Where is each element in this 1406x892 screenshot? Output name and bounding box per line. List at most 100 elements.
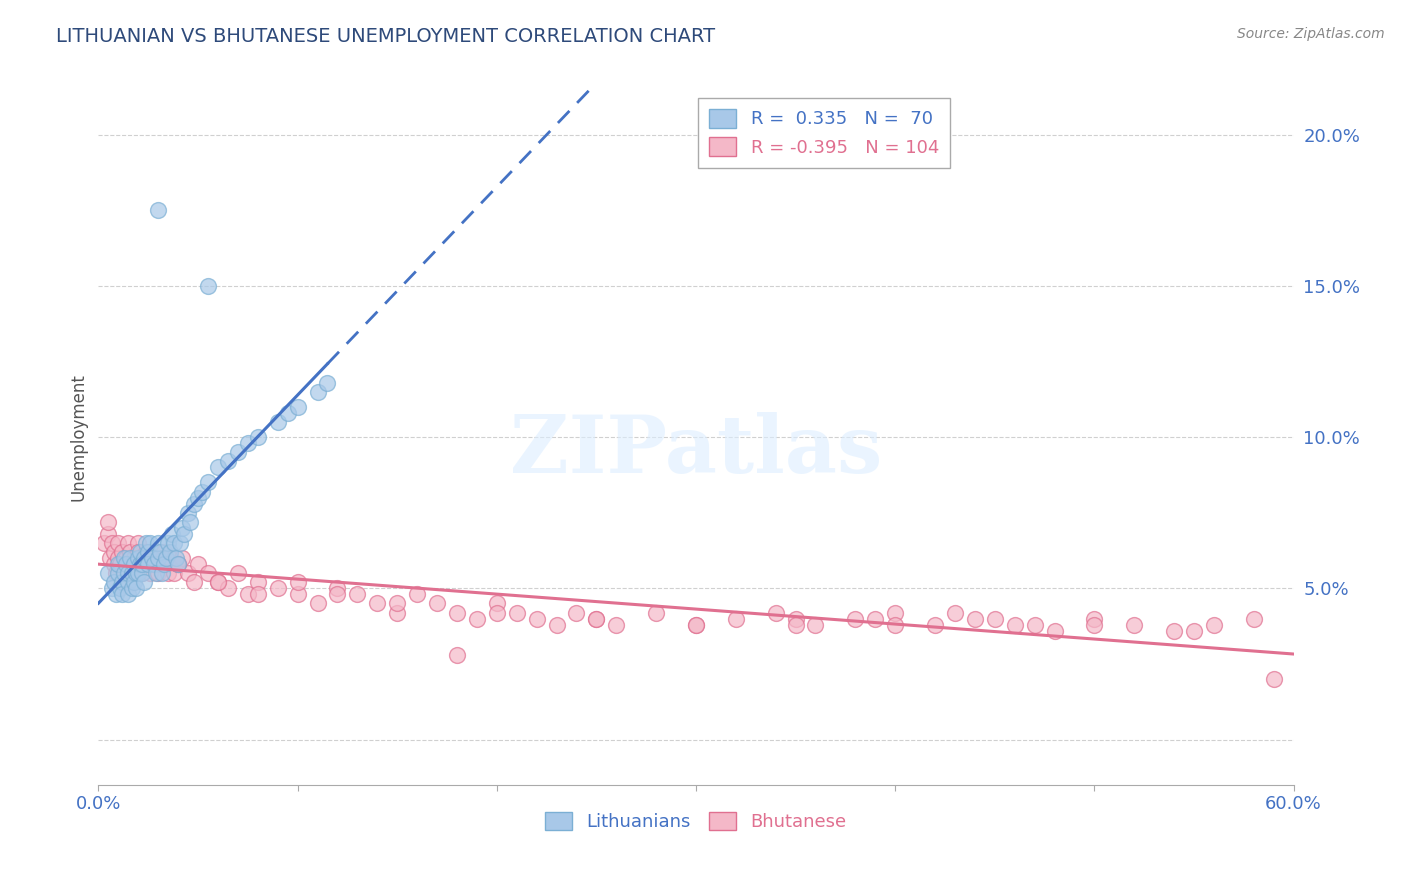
Point [149,545,172,559]
Point [485,606,508,620]
Point [135,536,157,550]
Point [141,551,163,566]
Point [97,566,120,581]
Y-axis label: Unemployment: Unemployment [69,373,87,501]
Point [765,606,787,620]
Point [963,611,986,625]
Point [139,536,162,550]
Point [207,575,229,590]
Point [143,557,166,571]
Point [127,536,149,550]
Point [148,203,170,218]
Point [111,575,134,590]
Point [172,521,194,535]
Point [148,566,170,581]
Point [121,582,143,596]
Point [124,557,146,571]
Point [110,557,132,571]
Point [526,611,548,625]
Point [148,551,170,566]
Point [125,582,148,596]
Point [110,582,132,596]
Point [177,566,200,581]
Point [287,587,309,601]
Point [160,527,183,541]
Point [93,536,115,550]
Point [124,551,146,566]
Point [173,527,195,541]
Point [155,551,177,566]
Point [159,551,181,566]
Point [167,557,190,571]
Point [115,557,138,571]
Point [187,557,209,571]
Point [1163,624,1185,638]
Point [149,557,172,571]
Point [112,566,135,581]
Legend: Lithuanians, Bhutanese: Lithuanians, Bhutanese [538,805,853,838]
Point [426,597,449,611]
Point [112,551,135,566]
Point [183,497,205,511]
Point [131,566,153,581]
Point [1243,611,1265,625]
Point [246,430,269,444]
Point [506,606,529,620]
Point [103,545,125,559]
Text: LITHUANIAN VS BHUTANESE UNEMPLOYMENT CORRELATION CHART: LITHUANIAN VS BHUTANESE UNEMPLOYMENT COR… [56,27,716,45]
Point [236,587,259,601]
Point [117,557,139,571]
Point [98,551,122,566]
Point [924,617,946,632]
Point [179,515,201,529]
Point [107,557,129,571]
Point [685,617,707,632]
Point [131,566,153,581]
Point [1024,617,1046,632]
Point [197,278,219,293]
Point [197,566,219,581]
Point [167,557,190,571]
Point [135,545,157,559]
Point [287,575,309,590]
Point [165,551,187,566]
Point [191,484,214,499]
Point [1182,624,1205,638]
Point [163,536,186,550]
Point [124,575,146,590]
Point [129,545,152,559]
Point [105,587,128,601]
Point [155,557,177,571]
Point [1123,617,1146,632]
Point [844,611,866,625]
Point [207,460,229,475]
Point [153,557,176,571]
Point [406,587,429,601]
Point [1083,611,1105,625]
Point [117,587,139,601]
Point [127,551,149,566]
Point [120,545,142,559]
Point [120,551,142,566]
Point [785,611,807,625]
Point [465,611,488,625]
Point [117,566,139,581]
Text: Source: ZipAtlas.com: Source: ZipAtlas.com [1237,27,1385,41]
Point [150,551,173,566]
Point [446,606,468,620]
Point [145,545,167,559]
Point [157,536,180,550]
Point [167,557,190,571]
Point [1202,617,1225,632]
Point [724,611,747,625]
Point [136,557,159,571]
Point [125,557,148,571]
Point [101,536,124,550]
Point [267,582,290,596]
Point [134,551,156,566]
Point [115,551,138,566]
Point [121,566,143,581]
Point [485,597,508,611]
Point [385,597,409,611]
Point [366,597,388,611]
